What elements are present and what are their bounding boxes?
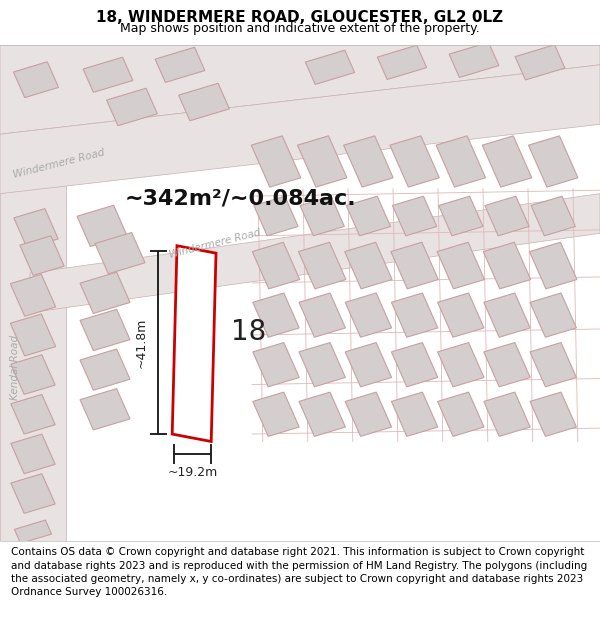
Polygon shape [437,242,485,289]
Polygon shape [345,293,392,338]
Polygon shape [80,389,130,430]
Text: Windermere Road: Windermere Road [168,227,262,259]
Polygon shape [14,209,58,248]
Polygon shape [300,196,344,236]
Polygon shape [298,136,347,187]
Text: Windermere Road: Windermere Road [12,148,106,180]
Polygon shape [30,194,600,312]
Polygon shape [251,136,301,187]
Polygon shape [484,293,530,338]
Polygon shape [484,392,530,436]
Polygon shape [155,48,205,82]
Polygon shape [391,392,438,436]
Polygon shape [14,520,52,543]
Polygon shape [530,293,577,338]
Polygon shape [0,45,66,541]
Polygon shape [390,136,439,187]
Polygon shape [515,45,565,80]
Polygon shape [482,136,532,187]
Polygon shape [252,242,300,289]
Polygon shape [0,45,600,134]
Polygon shape [11,394,55,434]
Polygon shape [346,196,391,236]
Polygon shape [391,293,438,338]
Text: Contains OS data © Crown copyright and database right 2021. This information is : Contains OS data © Crown copyright and d… [11,548,587,597]
Polygon shape [254,196,298,236]
Polygon shape [10,314,56,356]
Polygon shape [80,349,130,390]
Polygon shape [172,246,216,441]
Text: Kendal Road: Kendal Road [10,334,20,400]
Polygon shape [299,392,346,436]
Polygon shape [530,392,577,436]
Text: 18, WINDERMERE ROAD, GLOUCESTER, GL2 0LZ: 18, WINDERMERE ROAD, GLOUCESTER, GL2 0LZ [97,10,503,25]
Polygon shape [529,242,577,289]
Polygon shape [253,293,299,338]
Polygon shape [299,342,346,387]
Polygon shape [437,342,484,387]
Polygon shape [437,293,484,338]
Polygon shape [299,293,346,338]
Polygon shape [305,50,355,84]
Polygon shape [485,196,529,236]
Text: Map shows position and indicative extent of the property.: Map shows position and indicative extent… [120,22,480,35]
Polygon shape [298,242,346,289]
Polygon shape [531,196,575,236]
Polygon shape [11,355,55,394]
Polygon shape [95,232,145,274]
Polygon shape [483,242,531,289]
Polygon shape [253,342,299,387]
Polygon shape [253,392,299,436]
Text: ~41.8m: ~41.8m [134,317,148,368]
Polygon shape [377,45,427,79]
Polygon shape [179,83,229,121]
Polygon shape [529,136,578,187]
Polygon shape [484,342,530,387]
Polygon shape [80,309,130,351]
Polygon shape [20,236,64,276]
Polygon shape [439,196,483,236]
Polygon shape [391,242,439,289]
Polygon shape [80,272,130,314]
Polygon shape [436,136,485,187]
Polygon shape [10,274,56,316]
Text: ~342m²/~0.084ac.: ~342m²/~0.084ac. [124,189,356,209]
Polygon shape [83,57,133,92]
Polygon shape [344,136,393,187]
Text: ~19.2m: ~19.2m [167,466,218,479]
Polygon shape [11,434,55,474]
Text: 18: 18 [232,319,266,346]
Polygon shape [107,88,157,126]
Polygon shape [0,65,600,194]
Polygon shape [530,342,577,387]
Polygon shape [437,392,484,436]
Polygon shape [344,242,392,289]
Polygon shape [392,196,437,236]
Polygon shape [13,62,59,98]
Polygon shape [345,342,392,387]
Polygon shape [449,42,499,78]
Polygon shape [345,392,392,436]
Polygon shape [11,474,55,513]
Polygon shape [77,205,127,246]
Polygon shape [391,342,438,387]
